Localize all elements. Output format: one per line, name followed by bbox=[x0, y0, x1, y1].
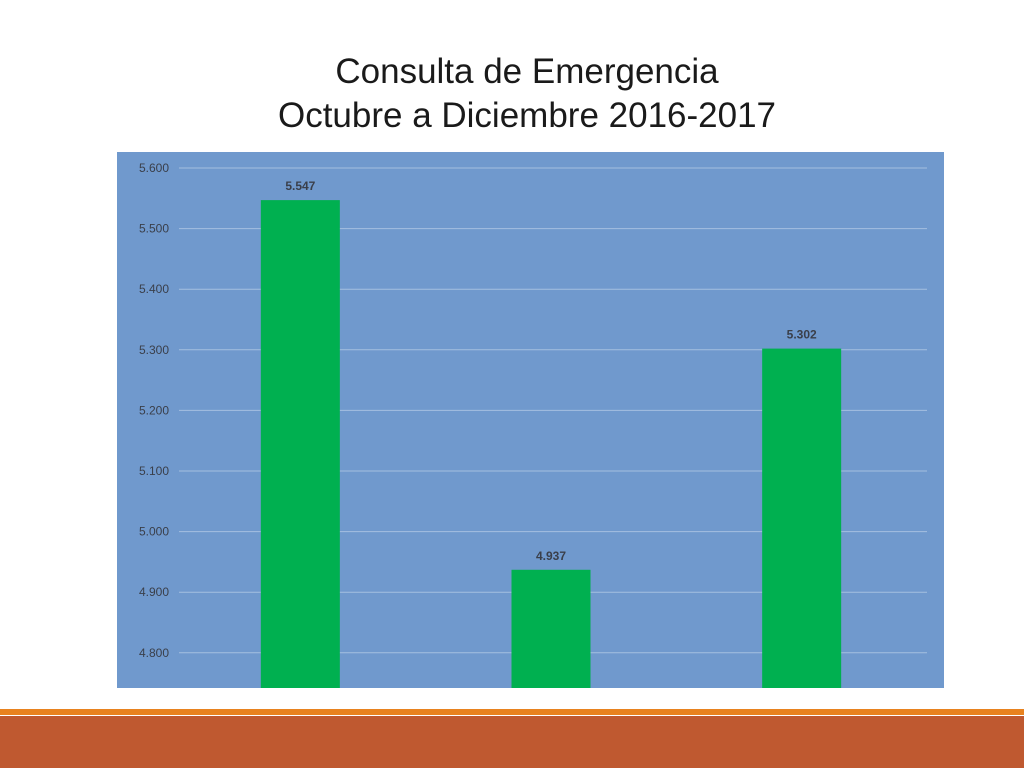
bar bbox=[260, 200, 340, 688]
y-tick-label: 5.000 bbox=[139, 525, 169, 539]
bar-value-label: 4.937 bbox=[536, 549, 566, 563]
bar bbox=[511, 569, 591, 688]
chart-plot-area: 4.800 4.900 5.000 5.100 5.200 5.300 5.400 5.500… bbox=[139, 161, 927, 688]
bars bbox=[260, 200, 842, 688]
title-line-2: Octubre a Diciembre 2016-2017 bbox=[277, 96, 777, 135]
bar-value-label: 5.547 bbox=[285, 179, 315, 193]
y-tick-label: 5.600 bbox=[139, 161, 169, 175]
bar-chart: 4.800 4.900 5.000 5.100 5.200 5.300 5.400 5.500… bbox=[117, 152, 944, 688]
y-tick-label: 4.900 bbox=[139, 585, 169, 599]
y-tick-label: 4.800 bbox=[139, 646, 169, 660]
y-tick-label: 5.400 bbox=[139, 282, 169, 296]
slide-title: Consulta de Emergencia Octubre a Diciemb… bbox=[0, 50, 1024, 138]
title-line-1: Consulta de Emergencia bbox=[335, 52, 719, 91]
footer-accent-line bbox=[0, 709, 1024, 715]
y-tick-label: 5.200 bbox=[139, 403, 169, 417]
bar bbox=[762, 348, 842, 688]
data-labels: 5.547 4.937 5.302 bbox=[285, 179, 817, 563]
bar-value-label: 5.302 bbox=[787, 328, 817, 342]
y-tick-label: 5.100 bbox=[139, 464, 169, 478]
footer-bar bbox=[0, 716, 1024, 768]
y-tick-label: 5.300 bbox=[139, 343, 169, 357]
y-axis-tick-labels: 4.800 4.900 5.000 5.100 5.200 5.300 5.400 5.500… bbox=[139, 161, 169, 660]
y-tick-label: 5.500 bbox=[139, 222, 169, 236]
